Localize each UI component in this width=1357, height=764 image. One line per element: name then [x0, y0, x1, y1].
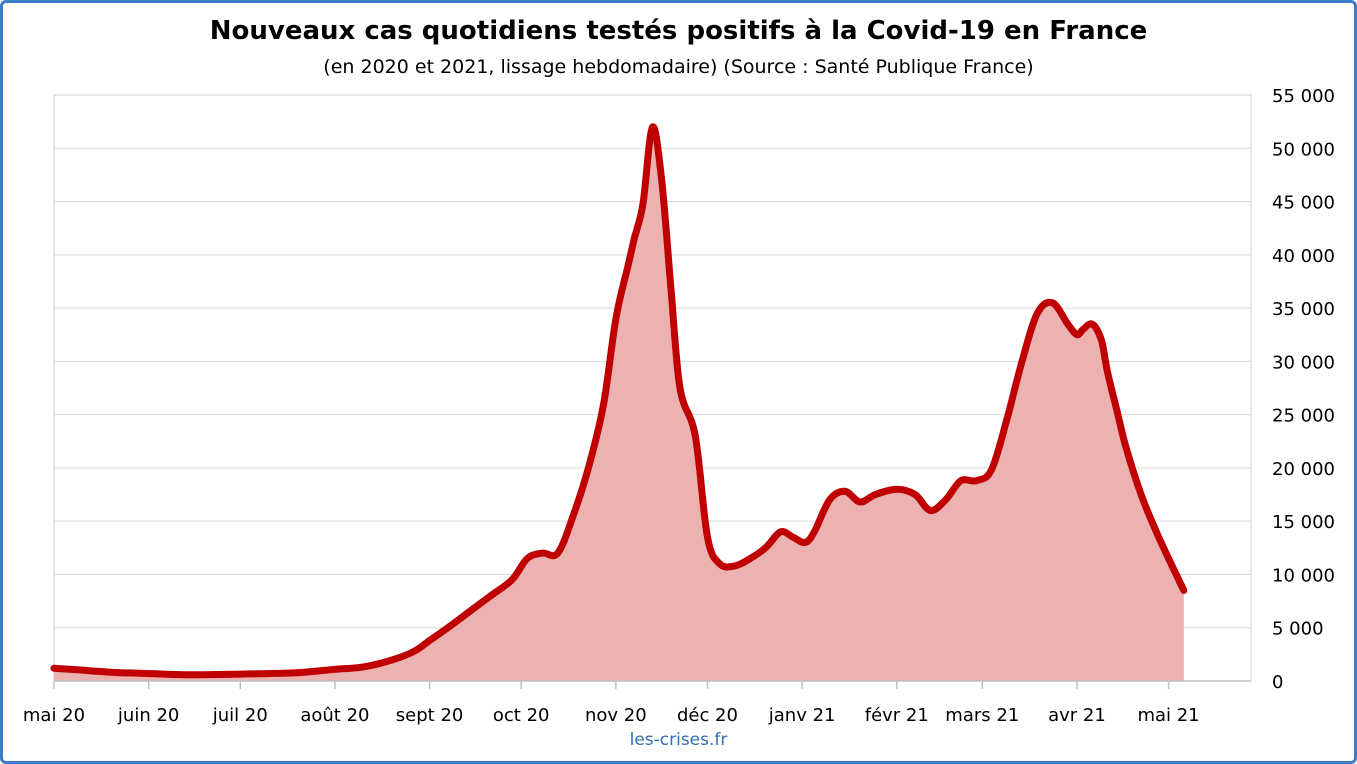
x-tick-label: avr 21: [1048, 705, 1106, 726]
y-tick-label: 40 000: [1272, 246, 1335, 267]
y-tick-label: 30 000: [1272, 352, 1335, 373]
x-tick-label: janv 21: [768, 705, 836, 726]
y-axis-ticks: 0 5 000 10 000 15 000 20 000 25 000 30 000 35 0…: [1272, 86, 1335, 693]
series-line: [50, 123, 1188, 679]
y-tick-label: 55 000: [1272, 86, 1335, 107]
x-tick-label: mai 20: [23, 705, 85, 726]
x-tick-label: nov 20: [585, 705, 647, 726]
x-tick-label: déc 20: [677, 705, 738, 726]
x-tick-label: août 20: [300, 705, 369, 726]
source-credit: les-crises.fr: [629, 730, 728, 750]
y-tick-label: 20 000: [1272, 459, 1335, 480]
y-tick-label: 45 000: [1272, 193, 1335, 214]
x-tick-label: sept 20: [396, 705, 464, 726]
y-tick-label: 25 000: [1272, 406, 1335, 427]
x-tick-label: oct 20: [493, 705, 550, 726]
x-tick-label: févr 21: [865, 705, 929, 726]
x-tick-label: mai 21: [1137, 705, 1199, 726]
chart-title: Nouveaux cas quotidiens testés positifs …: [209, 16, 1148, 46]
y-tick-label: 50 000: [1272, 139, 1335, 160]
y-tick-label: 35 000: [1272, 299, 1335, 320]
x-axis-ticks: mai 20 juin 20 juil 20 août 20 sept 20 oct 20…: [23, 681, 1200, 726]
x-tick-label: mars 21: [945, 705, 1019, 726]
chart-subtitle: (en 2020 et 2021, lissage hebdomadaire) …: [323, 56, 1034, 78]
y-tick-label: 5 000: [1272, 619, 1324, 640]
x-tick-label: juil 20: [212, 705, 268, 726]
series-area-fill: [54, 126, 1184, 681]
y-tick-label: 10 000: [1272, 565, 1335, 586]
y-tick-label: 15 000: [1272, 512, 1335, 533]
y-tick-label: 0: [1272, 672, 1283, 693]
x-tick-label: juin 20: [117, 705, 179, 726]
